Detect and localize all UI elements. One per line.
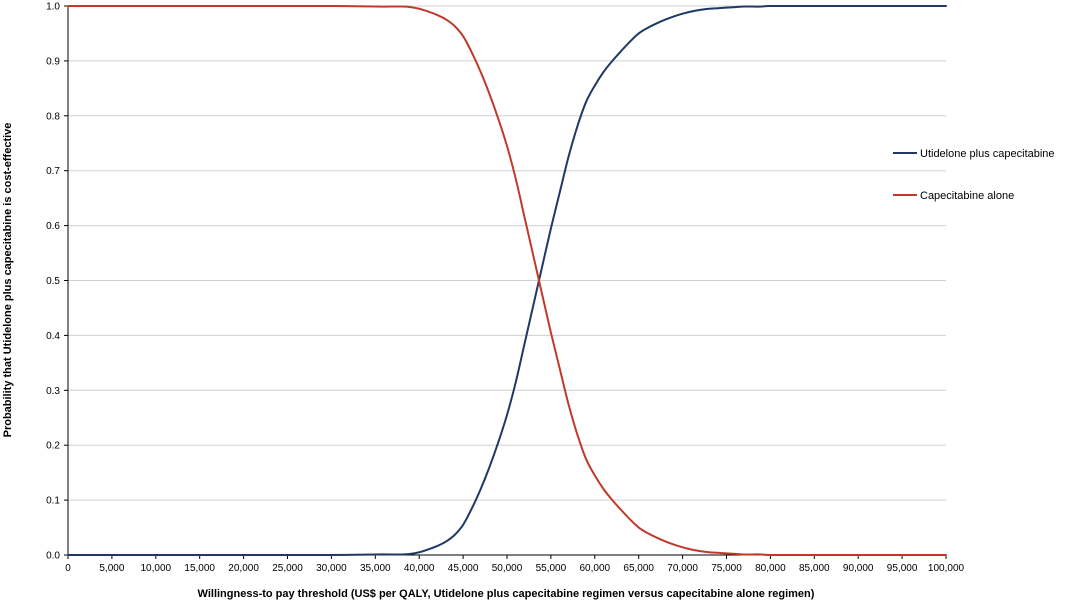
y-tick-label: 0.0 — [46, 551, 60, 562]
y-axis-title: Probability that Utidelone plus capecita… — [2, 123, 14, 438]
x-tick-label: 50,000 — [492, 563, 523, 574]
axes — [64, 5, 947, 559]
series-lines — [67, 4, 947, 557]
y-tick-label: 0.2 — [46, 441, 60, 452]
y-tick-label: 0.5 — [46, 276, 60, 287]
x-tick-label: 35,000 — [360, 563, 391, 574]
legend-label: Capecitabine alone — [920, 190, 1014, 202]
x-tick-label: 70,000 — [667, 563, 698, 574]
x-tick-label: 10,000 — [141, 563, 172, 574]
x-tick-label: 90,000 — [843, 563, 874, 574]
x-tick-label: 95,000 — [887, 563, 918, 574]
y-tick-label: 0.6 — [46, 221, 60, 232]
legend: Utidelone plus capecitabine Capecitabine … — [893, 148, 1055, 202]
y-tick-label: 0.1 — [46, 496, 60, 507]
x-tick-label: 85,000 — [799, 563, 830, 574]
x-tick-label: 65,000 — [623, 563, 654, 574]
x-tick-label: 80,000 — [755, 563, 786, 574]
y-tick-label: 0.8 — [46, 111, 60, 122]
x-tick-label: 0 — [65, 563, 71, 574]
x-axis-title: Willingness-to pay threshold (US$ per QA… — [198, 588, 815, 600]
y-tick-labels: 0.0 0.1 0.2 0.3 0.4 0.5 0.6 0.7 0.8 0.9 1.0 — [46, 2, 60, 562]
y-tick-label: 0.9 — [46, 56, 60, 67]
gridlines — [68, 5, 946, 501]
y-tick-label: 0.3 — [46, 386, 60, 397]
x-tick-labels: 0 5,000 10,000 15,000 20,000 25,000 30,000 35,0… — [65, 563, 964, 574]
legend-label: Utidelone plus capecitabine — [920, 148, 1055, 160]
y-tick-label: 0.4 — [46, 331, 60, 342]
x-tick-label: 20,000 — [228, 563, 259, 574]
x-tick-label: 40,000 — [404, 563, 435, 574]
x-tick-label: 15,000 — [184, 563, 215, 574]
x-tick-label: 60,000 — [580, 563, 611, 574]
series-line-utidelone-plus-capecitabine — [67, 4, 947, 557]
x-tick-label: 5,000 — [99, 563, 124, 574]
x-tick-label: 45,000 — [448, 563, 479, 574]
x-tick-label: 55,000 — [536, 563, 567, 574]
series-line-capecitabine-alone — [67, 4, 947, 557]
x-tick-label: 30,000 — [316, 563, 347, 574]
x-tick-label: 25,000 — [272, 563, 303, 574]
x-tick-label: 100,000 — [928, 563, 965, 574]
y-tick-label: 1.0 — [46, 2, 60, 13]
y-tick-label: 0.7 — [46, 166, 60, 177]
x-tick-label: 75,000 — [711, 563, 742, 574]
